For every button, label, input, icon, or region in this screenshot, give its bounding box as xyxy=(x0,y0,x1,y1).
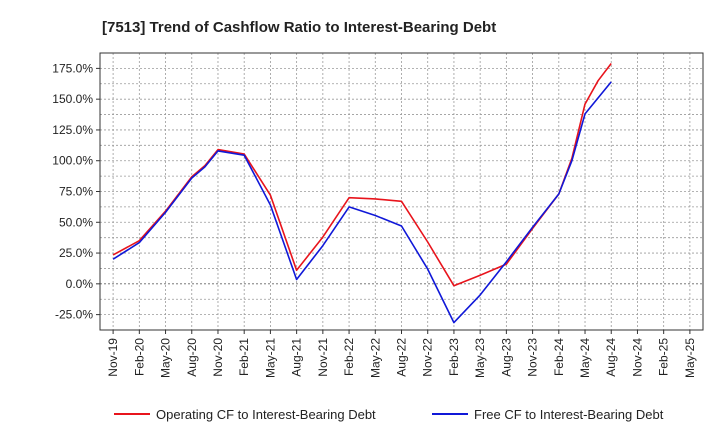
chart-title: [7513] Trend of Cashflow Ratio to Intere… xyxy=(102,19,496,36)
y-tick-label: 50.0% xyxy=(59,215,93,229)
y-tick-label: 0.0% xyxy=(66,277,94,291)
x-tick-label: Aug-24 xyxy=(604,338,618,377)
legend-label: Free CF to Interest-Bearing Debt xyxy=(474,407,664,422)
x-tick-label: Nov-20 xyxy=(211,338,225,377)
x-tick-label: Feb-22 xyxy=(342,338,356,376)
grid-lines xyxy=(100,53,703,330)
series-line-free-cf xyxy=(112,81,612,324)
x-tick-label: Nov-21 xyxy=(316,338,330,377)
y-axis-tick-labels: 175.0% 150.0% 125.0% 100.0% 75.0% 50.0% 25.0% 0… xyxy=(52,61,100,322)
y-tick-label: 175.0% xyxy=(52,61,93,75)
y-tick-label: 125.0% xyxy=(52,123,93,137)
x-axis-tick-labels: Nov-19 Feb-20 May-20 Aug-20 Nov-20 Feb-21 May-… xyxy=(106,330,697,378)
x-tick-label: Feb-20 xyxy=(132,338,146,376)
legend-label: Operating CF to Interest-Bearing Debt xyxy=(156,407,376,422)
x-tick-label: Aug-20 xyxy=(185,338,199,377)
x-tick-label: Feb-23 xyxy=(447,338,461,376)
y-tick-label: 100.0% xyxy=(52,154,93,168)
x-tick-label: Feb-24 xyxy=(552,338,566,376)
x-tick-label: May-23 xyxy=(473,338,487,378)
x-tick-label: Aug-23 xyxy=(499,338,513,377)
y-tick-label: 75.0% xyxy=(59,185,93,199)
x-tick-label: Nov-24 xyxy=(630,338,644,377)
y-tick-label: 150.0% xyxy=(52,92,93,106)
y-tick-label: 25.0% xyxy=(59,246,93,260)
x-tick-label: Aug-22 xyxy=(395,338,409,377)
series-lines xyxy=(112,63,612,324)
series-line-operating-cf xyxy=(112,63,612,287)
x-tick-label: Feb-21 xyxy=(237,338,251,376)
x-tick-label: Feb-25 xyxy=(657,338,671,376)
x-tick-label: May-25 xyxy=(683,338,697,378)
x-tick-label: Aug-21 xyxy=(290,338,304,377)
x-tick-label: May-20 xyxy=(159,338,173,378)
x-tick-label: May-24 xyxy=(578,338,592,378)
x-tick-label: Nov-23 xyxy=(526,338,540,377)
legend: Operating CF to Interest-Bearing Debt Fre… xyxy=(114,407,664,422)
x-tick-label: Nov-19 xyxy=(106,338,120,377)
x-tick-label: May-21 xyxy=(263,338,277,378)
x-tick-label: May-22 xyxy=(368,338,382,378)
x-tick-label: Nov-22 xyxy=(421,338,435,377)
y-tick-label: -25.0% xyxy=(55,308,93,322)
